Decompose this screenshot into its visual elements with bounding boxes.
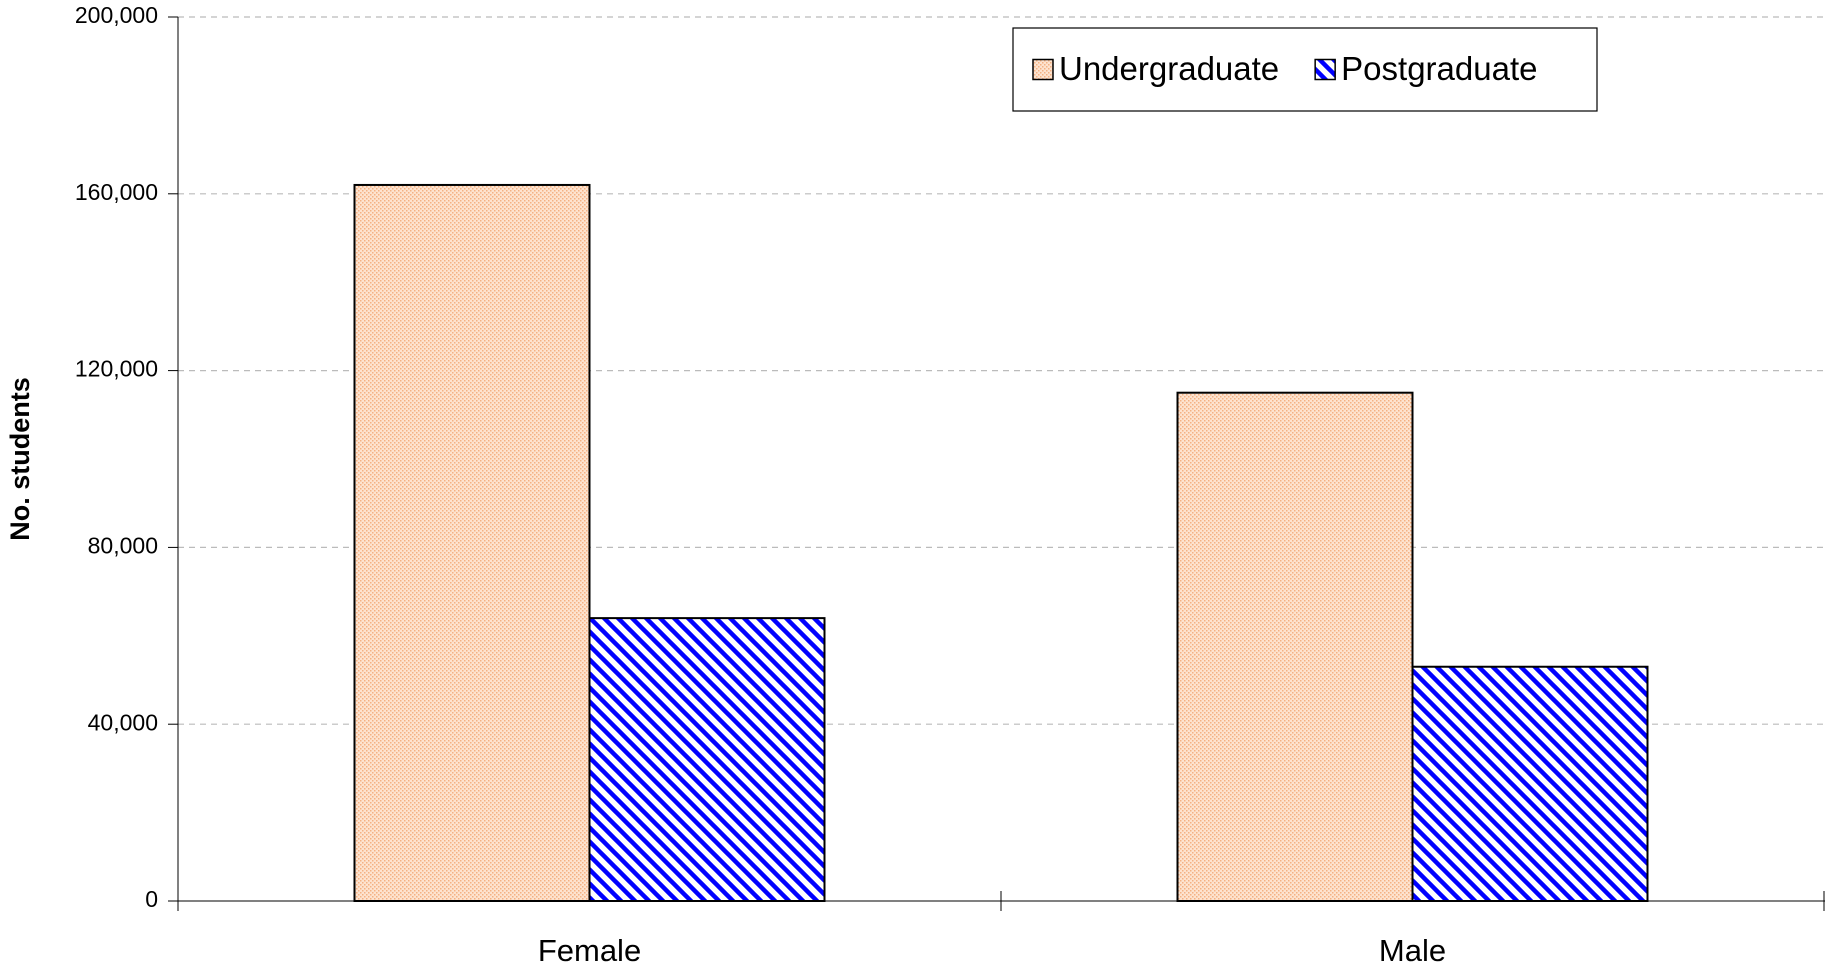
- y-tick-label: 120,000: [75, 356, 158, 382]
- legend-label: Postgraduate: [1341, 50, 1537, 87]
- bar: [1411, 665, 1649, 902]
- legend-swatch: [1032, 58, 1054, 81]
- bar: [353, 183, 591, 902]
- legend-label: Undergraduate: [1059, 50, 1279, 87]
- legend: Undergraduate Postgraduate: [1012, 27, 1598, 112]
- y-axis-label: No. students: [5, 377, 35, 541]
- legend-swatch: [1314, 58, 1336, 81]
- bar: [588, 617, 826, 902]
- y-tick-label: 40,000: [88, 709, 158, 735]
- x-tick-label: Female: [538, 933, 641, 968]
- y-tick-label: 80,000: [88, 532, 158, 558]
- y-tick-label: 200,000: [75, 2, 158, 28]
- y-tick-label: 0: [145, 886, 158, 912]
- bar: [1176, 391, 1414, 902]
- x-tick-label: Male: [1379, 933, 1446, 968]
- legend-box: [1012, 27, 1598, 112]
- y-tick-label: 160,000: [75, 179, 158, 205]
